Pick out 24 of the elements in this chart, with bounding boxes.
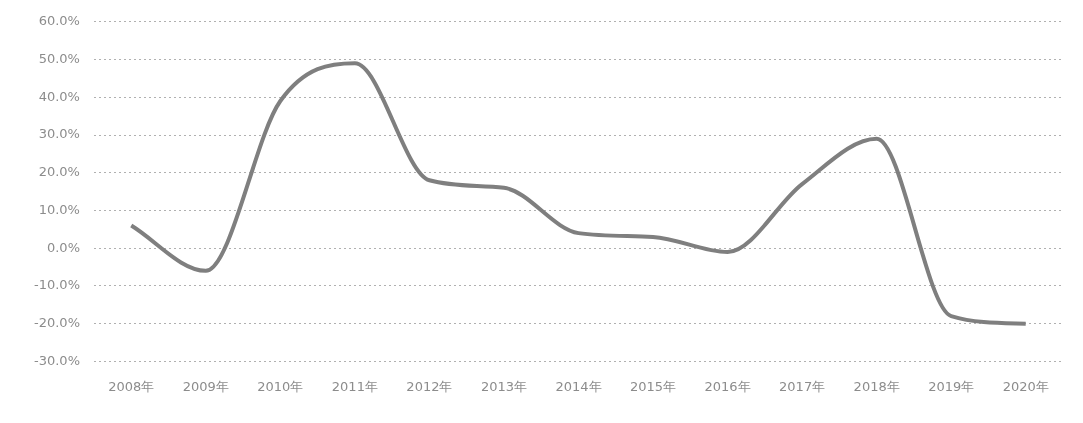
y-tick-label: -20.0% xyxy=(33,315,80,331)
x-tick-label: 2018年 xyxy=(853,378,900,394)
x-tick-label: 2012年 xyxy=(406,378,453,394)
y-tick-label: -30.0% xyxy=(33,352,80,368)
x-tick-label: 2015年 xyxy=(629,378,677,394)
y-tick-label: -10.0% xyxy=(33,277,80,293)
y-tick-label: 60.0% xyxy=(38,13,80,29)
line-series xyxy=(129,61,1028,326)
y-tick-label: 40.0% xyxy=(38,88,80,104)
x-tick-label: 2017年 xyxy=(779,378,826,394)
x-tick-label: 2009年 xyxy=(182,378,229,394)
x-tick-label: 2020年 xyxy=(1002,378,1049,394)
y-tick-label: 10.0% xyxy=(38,201,80,217)
x-tick-label: 2008年 xyxy=(108,378,155,394)
x-tick-label: 2019年 xyxy=(928,378,975,394)
y-tick-label: 50.0% xyxy=(38,50,80,66)
x-tick-label: 2013年 xyxy=(480,378,527,394)
y-tick-label: 20.0% xyxy=(38,164,80,180)
y-tick-label: 30.0% xyxy=(38,126,80,142)
x-tick-label: 2011年 xyxy=(331,378,378,394)
x-tick-label: 2016年 xyxy=(704,378,751,394)
y-tick-label: 0.0% xyxy=(46,239,80,255)
x-tick-label: 2010年 xyxy=(257,378,304,394)
x-tick-label: 2014年 xyxy=(555,378,602,394)
